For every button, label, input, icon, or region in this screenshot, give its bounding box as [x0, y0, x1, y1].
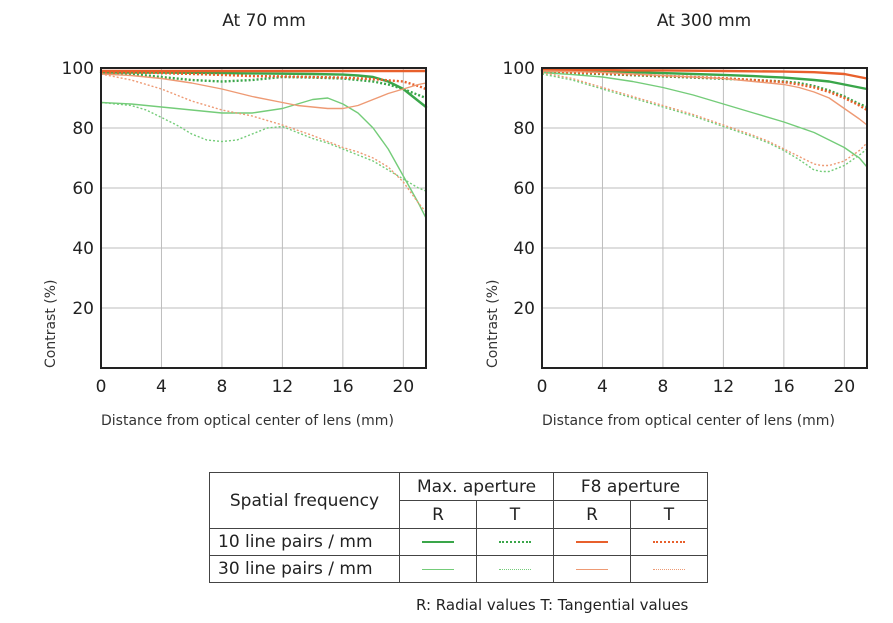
x-tick-label: 12: [272, 377, 294, 397]
legend-swatch-max-r-10: [422, 541, 454, 543]
legend-table: Spatial frequency Max. aperture F8 apert…: [209, 472, 708, 583]
series-line-fr30: [100, 73, 427, 110]
swatch-cell: [399, 555, 477, 583]
x-tick-label: 4: [156, 377, 167, 397]
x-tick-label: 16: [773, 377, 795, 397]
y-tick-label: 60: [72, 179, 94, 199]
row-label-30: 30 line pairs / mm: [209, 555, 400, 583]
legend-swatch-f8-r-30: [576, 568, 608, 570]
max-aperture-header: Max. aperture: [399, 472, 554, 501]
swatch-cell: [476, 555, 554, 583]
x-tick-label: 4: [597, 377, 608, 397]
y-tick-label: 40: [513, 239, 535, 259]
x-tick-label: 20: [834, 377, 856, 397]
chart-title: At 300 mm: [657, 11, 751, 31]
swatch-cell: [553, 555, 631, 583]
y-tick-label: 80: [72, 119, 94, 139]
x-tick-label: 20: [393, 377, 415, 397]
y-tick-label: 20: [513, 299, 535, 319]
x-axis-label: Distance from optical center of lens (mm…: [101, 413, 394, 429]
series-line-ft30: [100, 73, 427, 213]
series-line-fr10: [540, 68, 869, 80]
series-line-mr10: [99, 71, 428, 109]
f8-t-header: T: [630, 500, 708, 529]
legend-swatch-f8-r-10: [576, 541, 608, 543]
legend-swatch-max-t-10: [499, 541, 531, 543]
y-tick-label: 40: [72, 239, 94, 259]
swatch-cell: [630, 528, 708, 556]
legend-swatch-max-r-30: [422, 568, 454, 570]
f8-r-header: R: [553, 500, 631, 529]
legend-swatch-f8-t-10: [653, 541, 685, 543]
series-line-mt30: [541, 73, 868, 173]
swatch-cell: [476, 528, 554, 556]
legend-swatch-max-t-30: [499, 568, 531, 570]
x-tick-label: 0: [96, 377, 107, 397]
y-tick-label: 100: [503, 59, 535, 79]
series-line-mr30: [100, 97, 427, 219]
x-axis-label: Distance from optical center of lens (mm…: [542, 413, 835, 429]
series-line-mr10: [540, 69, 869, 91]
max-r-header: R: [399, 500, 477, 529]
plot-frame: [541, 67, 868, 369]
swatch-cell: [399, 528, 477, 556]
plot-frame: [100, 67, 427, 369]
series-line-ft30: [541, 71, 868, 167]
chart-300mm: At 300 mm 0 4 8 12 16 20 20 40 60 80 100 Contrast …: [485, 11, 869, 429]
y-axis-label: Contrast (%): [485, 280, 501, 369]
series-line-mt10: [100, 71, 427, 100]
y-tick-label: 20: [72, 299, 94, 319]
swatch-cell: [553, 528, 631, 556]
legend-swatch-f8-t-30: [653, 568, 685, 570]
x-tick-label: 0: [537, 377, 548, 397]
series-line-fr30: [541, 70, 868, 126]
y-tick-label: 80: [513, 119, 535, 139]
chart-70mm: At 70 mm 0 4 8 12 16 20 20 40 60 80 100 Contrast (…: [43, 11, 428, 429]
chart-title: At 70 mm: [222, 11, 306, 31]
x-tick-label: 16: [332, 377, 354, 397]
x-tick-label: 8: [658, 377, 669, 397]
spatial-frequency-header: Spatial frequency: [209, 472, 400, 529]
series-line-mt30: [100, 101, 427, 192]
x-tick-label: 8: [217, 377, 228, 397]
series-line-mr30: [541, 71, 868, 168]
y-tick-label: 60: [513, 179, 535, 199]
swatch-cell: [630, 555, 708, 583]
max-t-header: T: [476, 500, 554, 529]
series-line-ft10: [101, 71, 427, 91]
x-tick-label: 12: [713, 377, 735, 397]
y-tick-label: 100: [62, 59, 94, 79]
f8-aperture-header: F8 aperture: [553, 472, 708, 501]
row-label-10: 10 line pairs / mm: [209, 528, 400, 556]
y-axis-label: Contrast (%): [43, 280, 59, 369]
footnote: R: Radial values T: Tangential values: [416, 596, 689, 614]
